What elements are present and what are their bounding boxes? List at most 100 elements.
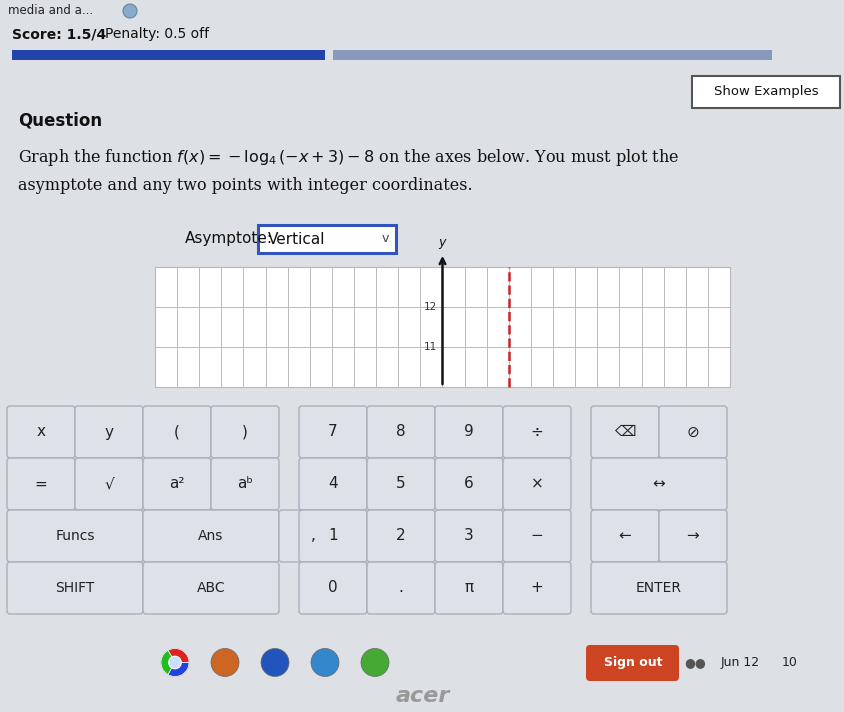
Text: 8: 8 xyxy=(396,424,405,439)
FancyBboxPatch shape xyxy=(691,76,839,108)
Circle shape xyxy=(123,4,137,18)
Text: 7: 7 xyxy=(327,424,338,439)
Circle shape xyxy=(211,649,239,676)
Text: .: . xyxy=(398,580,403,595)
FancyBboxPatch shape xyxy=(435,562,502,614)
Circle shape xyxy=(311,649,338,676)
Text: 0: 0 xyxy=(327,580,338,595)
Wedge shape xyxy=(168,662,189,676)
FancyBboxPatch shape xyxy=(75,458,143,510)
Text: Jun 12: Jun 12 xyxy=(720,656,759,669)
Text: =: = xyxy=(35,476,47,491)
FancyBboxPatch shape xyxy=(366,510,435,562)
FancyBboxPatch shape xyxy=(7,562,143,614)
Text: (: ( xyxy=(174,424,180,439)
Text: 1: 1 xyxy=(327,528,338,543)
FancyBboxPatch shape xyxy=(257,225,396,253)
Text: π: π xyxy=(464,580,473,595)
Wedge shape xyxy=(161,650,175,675)
Text: →: → xyxy=(686,528,699,543)
FancyBboxPatch shape xyxy=(143,458,211,510)
Text: asymptote and any two points with integer coordinates.: asymptote and any two points with intege… xyxy=(18,177,472,194)
Bar xyxy=(333,50,771,60)
Circle shape xyxy=(169,656,181,669)
Text: Asymptote:: Asymptote: xyxy=(185,231,273,246)
Text: ⊘: ⊘ xyxy=(686,424,699,439)
Text: Score: 1.5/4: Score: 1.5/4 xyxy=(12,27,106,41)
FancyBboxPatch shape xyxy=(590,510,658,562)
FancyBboxPatch shape xyxy=(299,458,366,510)
FancyBboxPatch shape xyxy=(75,406,143,458)
Text: v: v xyxy=(381,233,389,246)
Text: y: y xyxy=(438,236,446,249)
Text: ): ) xyxy=(241,424,247,439)
Text: 11: 11 xyxy=(424,342,437,352)
FancyBboxPatch shape xyxy=(366,562,435,614)
Text: √: √ xyxy=(104,476,114,491)
Text: ABC: ABC xyxy=(197,581,225,595)
Text: acer: acer xyxy=(395,686,449,706)
FancyBboxPatch shape xyxy=(7,458,75,510)
Text: ←: ← xyxy=(618,528,630,543)
FancyBboxPatch shape xyxy=(366,458,435,510)
Text: 2: 2 xyxy=(396,528,405,543)
FancyBboxPatch shape xyxy=(502,510,571,562)
Bar xyxy=(12,50,324,60)
Text: Show Examples: Show Examples xyxy=(713,85,817,98)
FancyBboxPatch shape xyxy=(585,645,679,681)
FancyBboxPatch shape xyxy=(143,406,211,458)
Text: Graph the function $f(x) = -\log_4(-x+3) - 8$ on the axes below. You must plot t: Graph the function $f(x) = -\log_4(-x+3)… xyxy=(18,147,679,169)
FancyBboxPatch shape xyxy=(590,562,726,614)
FancyBboxPatch shape xyxy=(502,406,571,458)
Text: Penalty: 0.5 off: Penalty: 0.5 off xyxy=(105,27,208,41)
FancyBboxPatch shape xyxy=(299,510,366,562)
FancyBboxPatch shape xyxy=(279,510,347,562)
Text: a²: a² xyxy=(169,476,185,491)
Text: Sign out: Sign out xyxy=(603,656,662,669)
FancyBboxPatch shape xyxy=(143,562,279,614)
Text: 9: 9 xyxy=(463,424,473,439)
Text: x: x xyxy=(36,424,46,439)
Text: 10: 10 xyxy=(782,656,797,669)
FancyBboxPatch shape xyxy=(211,406,279,458)
Circle shape xyxy=(261,649,289,676)
FancyBboxPatch shape xyxy=(658,406,726,458)
Text: ENTER: ENTER xyxy=(636,581,681,595)
FancyBboxPatch shape xyxy=(590,406,658,458)
Text: +: + xyxy=(530,580,543,595)
FancyBboxPatch shape xyxy=(299,562,366,614)
Text: ●●: ●● xyxy=(684,656,705,669)
Text: 4: 4 xyxy=(327,476,338,491)
FancyBboxPatch shape xyxy=(211,458,279,510)
Text: 12: 12 xyxy=(424,302,437,312)
Text: ⌫: ⌫ xyxy=(614,424,635,439)
FancyBboxPatch shape xyxy=(435,510,502,562)
FancyBboxPatch shape xyxy=(299,406,366,458)
Text: Ans: Ans xyxy=(198,529,224,543)
Text: SHIFT: SHIFT xyxy=(55,581,95,595)
Text: 5: 5 xyxy=(396,476,405,491)
FancyBboxPatch shape xyxy=(366,406,435,458)
FancyBboxPatch shape xyxy=(143,510,279,562)
FancyBboxPatch shape xyxy=(502,562,571,614)
Text: −: − xyxy=(530,528,543,543)
Bar xyxy=(154,267,729,387)
Text: Question: Question xyxy=(18,111,102,129)
Text: media and a...: media and a... xyxy=(8,4,93,18)
FancyBboxPatch shape xyxy=(7,406,75,458)
FancyBboxPatch shape xyxy=(590,458,726,510)
Circle shape xyxy=(360,649,388,676)
FancyBboxPatch shape xyxy=(435,406,502,458)
Text: ×: × xyxy=(530,476,543,491)
Text: Vertical: Vertical xyxy=(268,231,325,246)
Text: ↔: ↔ xyxy=(652,476,664,491)
Text: 6: 6 xyxy=(463,476,473,491)
Text: ÷: ÷ xyxy=(530,424,543,439)
Text: aᵇ: aᵇ xyxy=(236,476,252,491)
Text: ,: , xyxy=(311,528,315,543)
FancyBboxPatch shape xyxy=(658,510,726,562)
Text: y: y xyxy=(105,424,113,439)
FancyBboxPatch shape xyxy=(435,458,502,510)
FancyBboxPatch shape xyxy=(502,458,571,510)
Wedge shape xyxy=(168,649,189,662)
